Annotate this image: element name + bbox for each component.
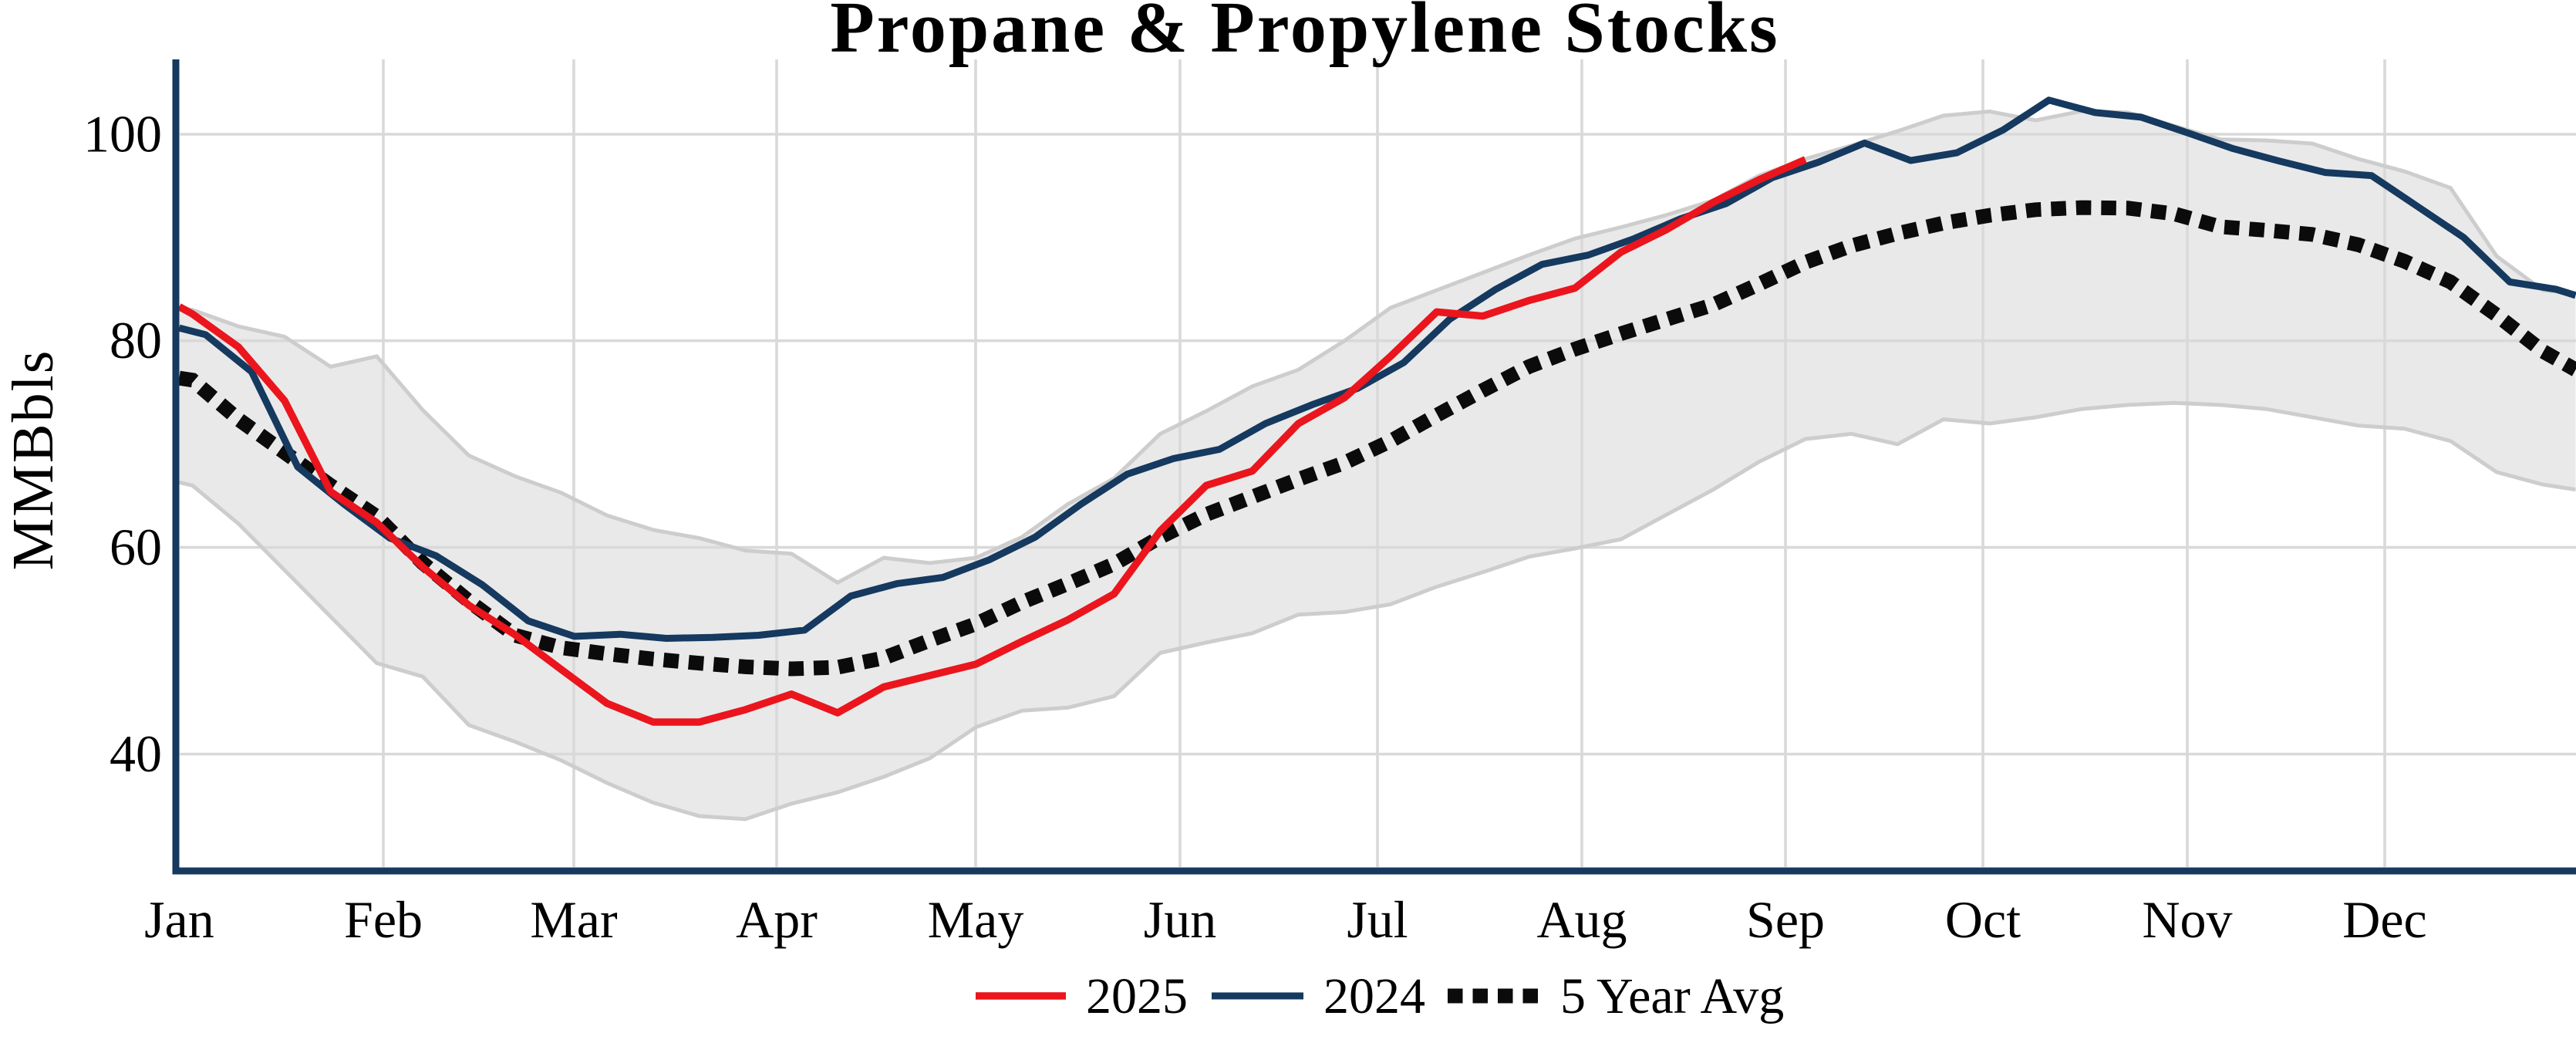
svg-text:Feb: Feb [344,890,423,949]
svg-text:80: 80 [110,311,162,370]
svg-text:100: 100 [83,105,162,164]
svg-text:Jan: Jan [144,890,214,949]
svg-text:Mar: Mar [530,890,618,949]
svg-text:60: 60 [110,518,162,576]
svg-text:2024: 2024 [1323,968,1425,1024]
svg-text:May: May [928,890,1024,949]
svg-text:Propane & Propylene Stocks: Propane & Propylene Stocks [830,0,1779,68]
svg-text:2025: 2025 [1086,968,1188,1024]
svg-text:Nov: Nov [2142,890,2232,949]
svg-text:Dec: Dec [2342,890,2426,949]
svg-text:Aug: Aug [1536,890,1627,949]
svg-text:5 Year Avg: 5 Year Avg [1560,968,1784,1024]
svg-text:Apr: Apr [736,890,818,949]
svg-text:Jul: Jul [1347,890,1408,949]
svg-text:MMBbls: MMBbls [1,349,66,571]
svg-text:40: 40 [110,724,162,783]
svg-text:Sep: Sep [1746,890,1825,949]
svg-text:Jun: Jun [1144,890,1216,949]
svg-text:Oct: Oct [1945,890,2021,949]
